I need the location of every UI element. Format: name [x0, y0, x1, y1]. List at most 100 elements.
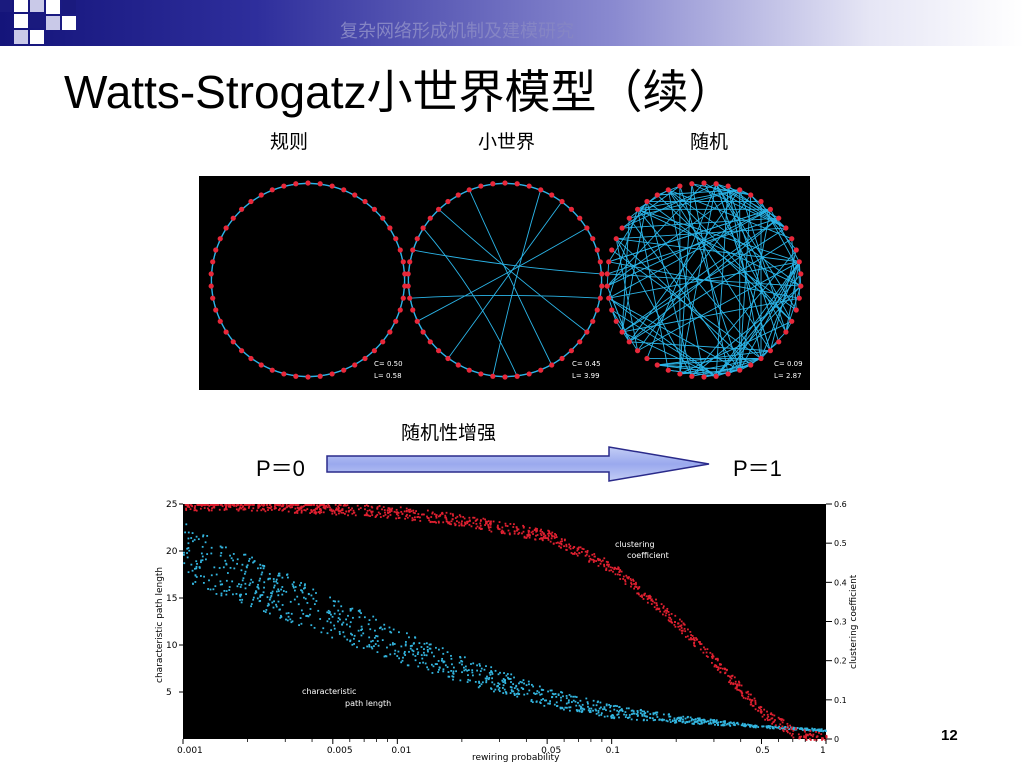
clustering-point	[760, 711, 763, 714]
clustering-point	[655, 608, 658, 611]
path-length-point	[679, 718, 682, 721]
clustering-point	[321, 504, 324, 506]
clustering-point	[194, 509, 197, 511]
path-length-point	[220, 594, 223, 597]
clustering-point	[641, 594, 643, 597]
clustering-point	[728, 681, 730, 684]
clustering-point	[195, 509, 198, 512]
clustering-point	[782, 730, 785, 733]
clustering-point	[536, 534, 539, 536]
clustering-point	[733, 676, 736, 679]
clustering-point	[523, 536, 526, 539]
clustering-point	[680, 620, 683, 623]
path-length-point	[585, 697, 588, 700]
path-length-point	[608, 703, 611, 706]
clustering-point	[522, 530, 525, 533]
path-length-point	[363, 616, 366, 619]
path-length-point	[635, 713, 638, 716]
path-length-point	[452, 666, 455, 669]
path-length-point	[652, 713, 655, 716]
clustering-point	[571, 552, 574, 555]
path-length-point	[557, 693, 560, 696]
path-length-point	[734, 724, 736, 727]
path-length-point	[716, 722, 718, 725]
path-length-point	[371, 647, 374, 650]
path-length-point	[600, 714, 603, 716]
network-node	[445, 198, 451, 205]
clustering-point	[459, 515, 462, 518]
clustering-point	[642, 598, 645, 600]
clustering-point	[648, 595, 651, 597]
clustering-point	[264, 510, 267, 513]
network-node	[400, 295, 406, 301]
label-small-world: 小世界	[478, 131, 536, 153]
clustering-point	[284, 507, 287, 510]
clustering-point	[426, 517, 429, 519]
clustering-point	[811, 735, 814, 738]
path-length-point	[231, 580, 234, 583]
clustering-point	[450, 520, 453, 523]
clustering-point	[371, 514, 374, 516]
clustering-point	[659, 610, 662, 613]
clustering-point	[591, 553, 594, 556]
path-length-point	[621, 710, 624, 713]
path-length-point	[684, 722, 687, 725]
path-length-point	[337, 600, 340, 603]
clustering-point	[544, 534, 547, 537]
path-length-point	[714, 721, 717, 723]
path-length-point	[587, 702, 589, 705]
path-length-point	[358, 616, 361, 619]
path-length-point	[654, 718, 657, 721]
path-length-point	[676, 717, 679, 719]
path-length-point	[813, 728, 816, 730]
path-length-point	[402, 656, 404, 659]
clustering-point	[408, 514, 411, 517]
clustering-point	[798, 737, 801, 740]
clustering-point	[468, 516, 471, 519]
clustering-point	[555, 536, 558, 538]
path-length-point	[244, 587, 247, 590]
path-length-point	[212, 588, 215, 591]
path-length-point	[559, 706, 562, 709]
clustering-point	[681, 629, 684, 632]
clustering-point	[481, 527, 483, 530]
clustering-point	[426, 515, 428, 518]
path-length-point	[618, 706, 621, 708]
path-length-point	[581, 703, 584, 706]
path-length-point	[767, 726, 770, 728]
path-length-point	[694, 720, 696, 723]
clustering-point	[429, 520, 432, 523]
path-length-point	[305, 615, 308, 617]
clustering-point	[279, 507, 281, 510]
network-node	[634, 348, 641, 354]
path-length-point	[282, 590, 285, 592]
clustering-point	[378, 505, 381, 507]
path-length-point	[620, 709, 622, 711]
path-length-point	[374, 629, 376, 632]
network-node	[798, 271, 804, 277]
clustering-point	[784, 727, 787, 730]
path-length-point	[356, 646, 358, 649]
clustering-point	[241, 506, 244, 509]
path-length-point	[202, 581, 205, 584]
path-length-point	[572, 695, 575, 698]
clustering-point	[431, 512, 434, 515]
clustering-point	[632, 578, 634, 581]
clustering-point	[665, 612, 668, 615]
clustering-point	[370, 511, 373, 514]
path-length-point	[226, 572, 229, 574]
clustering-point	[729, 679, 732, 682]
path-length-point	[612, 705, 615, 708]
clustering-point	[791, 732, 794, 735]
path-length-point	[345, 618, 348, 621]
path-length-point	[287, 576, 289, 579]
path-length-point	[605, 704, 608, 707]
path-length-point	[478, 663, 481, 665]
path-length-point	[691, 718, 693, 721]
clustering-point	[278, 509, 280, 511]
clustering-point	[747, 690, 749, 693]
clustering-point	[458, 514, 461, 517]
path-length-point	[547, 702, 550, 705]
path-length-point	[277, 574, 280, 577]
path-length-point	[526, 692, 529, 695]
